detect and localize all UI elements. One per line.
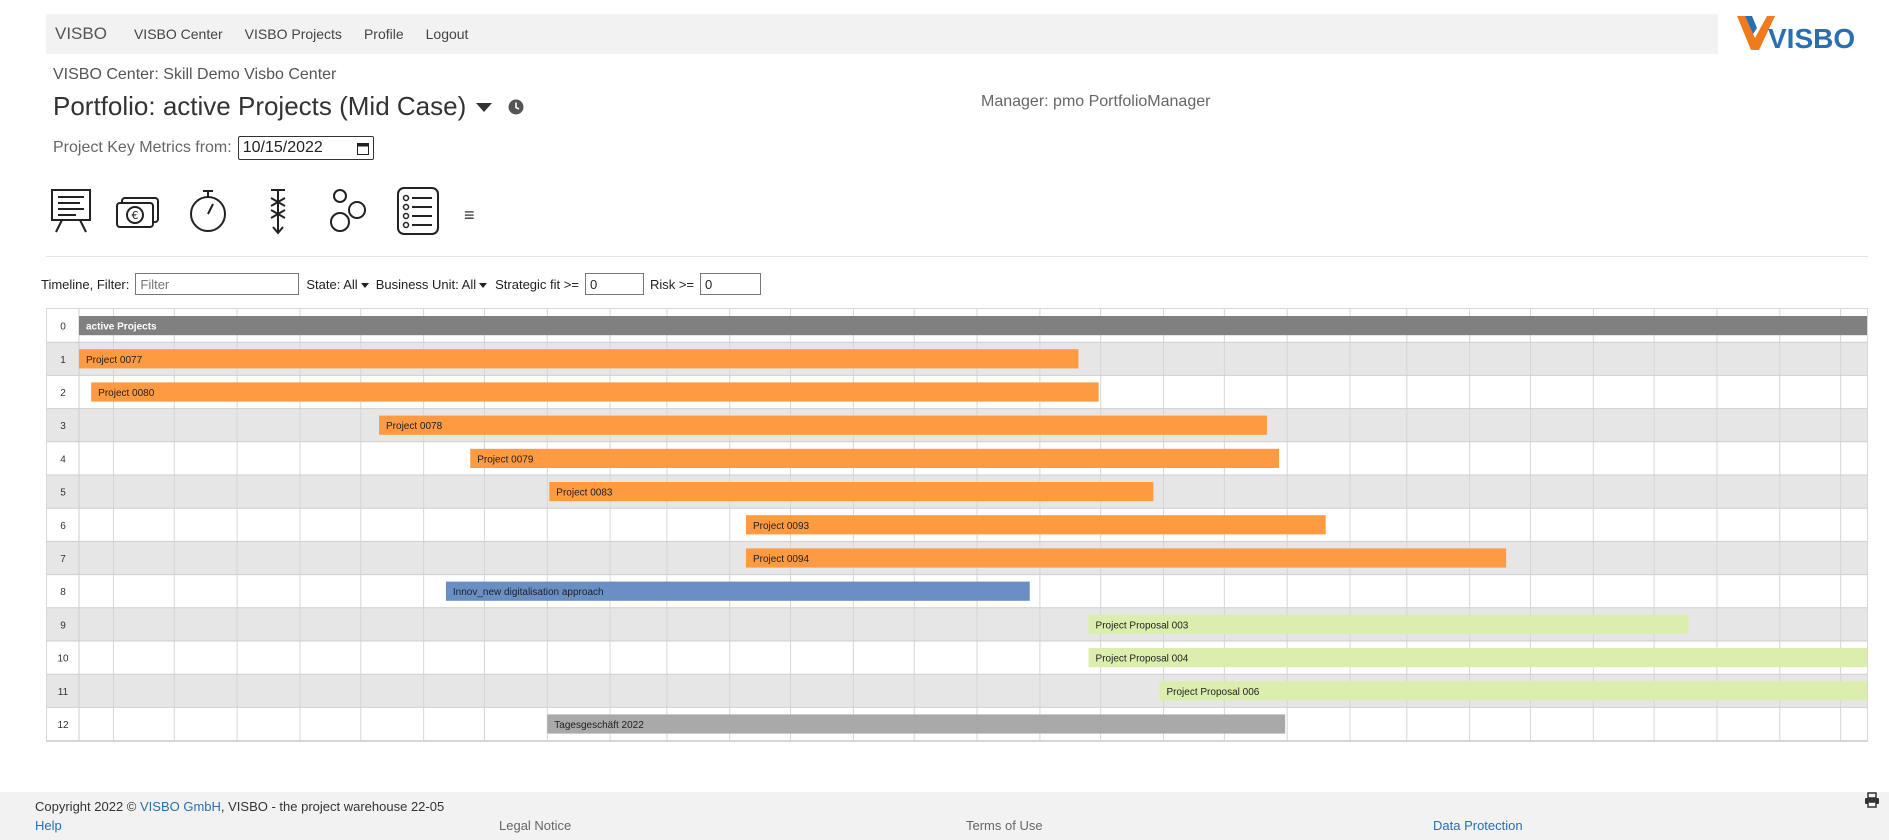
gantt-bar[interactable]	[745, 515, 1326, 535]
dependencies-icon[interactable]	[254, 186, 302, 236]
strategic-fit-label: Strategic fit >=	[495, 276, 579, 292]
business-unit-dropdown[interactable]: Business Unit: All	[375, 276, 488, 292]
row-index: 7	[60, 554, 66, 565]
gantt-bar-label: active Projects	[86, 322, 157, 333]
copyright-prefix: Copyright 2022 ©	[35, 799, 140, 814]
gantt-bar-label: Project 0078	[386, 421, 443, 432]
print-icon[interactable]	[1864, 792, 1880, 808]
gantt-bar[interactable]	[379, 415, 1267, 435]
row-index: 4	[60, 454, 66, 465]
center-breadcrumb: VISBO Center: Skill Demo Visbo Center	[53, 66, 337, 83]
row-index: 8	[60, 587, 66, 598]
row-index: 0	[60, 322, 66, 333]
gantt-bar[interactable]	[79, 349, 1079, 369]
section-divider	[46, 256, 1868, 257]
caret-down-icon	[360, 282, 369, 288]
data-protection-link[interactable]: Data Protection	[1433, 818, 1523, 833]
timeline-filter-label: Timeline, Filter:	[41, 276, 130, 292]
caret-down-icon	[479, 282, 488, 288]
gantt-bar-label: Project 0077	[86, 355, 143, 366]
terms-of-use-link[interactable]: Terms of Use	[966, 818, 1043, 833]
company-link[interactable]: VISBO GmbH	[139, 799, 221, 814]
row-index: 2	[60, 388, 66, 399]
risk-input[interactable]	[700, 273, 762, 295]
gantt-bar[interactable]	[745, 548, 1507, 568]
gantt-bar[interactable]	[1159, 681, 1868, 701]
page-title: Portfolio: active Projects (Mid Case)	[53, 91, 467, 121]
gantt-bar[interactable]	[79, 316, 1868, 336]
gantt-bar-label: Project 0094	[753, 554, 810, 565]
row-index: 3	[60, 421, 66, 432]
filter-input[interactable]	[135, 273, 300, 295]
more-menu-icon[interactable]: ≡	[464, 205, 475, 225]
row-index: 6	[60, 521, 66, 532]
portfolio-dropdown-caret-icon[interactable]	[476, 103, 493, 112]
gantt-bar[interactable]	[547, 714, 1286, 734]
bubbles-icon[interactable]	[324, 186, 372, 236]
timeline-chart: 0 active Projects 1 Project 0077 2 Project 00…	[46, 308, 1868, 742]
business-unit-label: Business Unit: All	[375, 276, 477, 292]
row-index: 5	[60, 488, 66, 499]
row-index: 1	[60, 355, 66, 366]
legal-notice-link[interactable]: Legal Notice	[499, 818, 572, 833]
gantt-bar-label: Project 0079	[477, 454, 534, 465]
gantt-bar-label: Project Proposal 004	[1096, 654, 1189, 665]
strategic-fit-input[interactable]	[584, 273, 644, 295]
nav-visbo-center[interactable]: VISBO Center	[133, 26, 223, 42]
row-index: 10	[57, 654, 69, 665]
presentation-icon[interactable]	[48, 186, 96, 236]
gantt-bar-label: Project 0093	[753, 521, 810, 532]
key-metrics-label: Project Key Metrics from:	[53, 139, 232, 156]
date-value: 10/15/2022	[242, 139, 323, 156]
logo-text: VISBO	[1768, 23, 1855, 54]
row-index: 12	[57, 720, 69, 731]
gantt-bar[interactable]	[445, 581, 1030, 601]
gantt-bar[interactable]	[1088, 614, 1689, 634]
gantt-bar-label: Project 0083	[556, 488, 613, 499]
gantt-bar-label: Project Proposal 006	[1166, 687, 1259, 698]
state-dropdown-label: State: All	[306, 276, 358, 292]
gantt-bar[interactable]	[470, 448, 1280, 468]
top-navbar: VISBO VISBO Center VISBO Projects Profil…	[46, 14, 1718, 54]
help-link[interactable]: Help	[35, 818, 62, 833]
svg-text:€: €	[132, 209, 139, 222]
gantt-bar-label: Innov_new digitalisation approach	[453, 587, 604, 598]
row-index: 11	[58, 687, 69, 698]
gantt-bar[interactable]	[1088, 648, 1868, 668]
money-euro-icon[interactable]: €	[114, 186, 162, 236]
nav-profile[interactable]: Profile	[363, 26, 404, 42]
copyright-suffix: , VISBO - the project warehouse 22-05	[220, 799, 445, 814]
stopwatch-icon[interactable]	[184, 186, 232, 236]
nav-logout[interactable]: Logout	[425, 26, 469, 42]
visbo-logo: VISBO	[1737, 16, 1855, 54]
list-icon[interactable]	[394, 186, 442, 236]
calendar-icon[interactable]	[356, 142, 369, 155]
gantt-bar-label: Project 0080	[98, 388, 155, 399]
navbar-brand[interactable]: VISBO	[55, 24, 107, 43]
nav-visbo-projects[interactable]: VISBO Projects	[244, 26, 342, 42]
gantt-bar[interactable]	[549, 482, 1154, 502]
gantt-bar[interactable]	[91, 382, 1099, 402]
copyright: Copyright 2022 © VISBO GmbH, VISBO - the…	[35, 799, 444, 814]
key-metrics-date-input[interactable]: 10/15/2022	[237, 136, 374, 160]
gantt-bar-label: Project Proposal 003	[1096, 620, 1189, 631]
history-clock-icon[interactable]	[508, 99, 524, 115]
gantt-bar-label: Tagesgeschäft 2022	[554, 720, 644, 731]
state-dropdown[interactable]: State: All	[306, 276, 369, 292]
row-index: 9	[60, 620, 66, 631]
manager-label: Manager: pmo PortfolioManager	[981, 93, 1211, 110]
gantt-svg: 0 active Projects 1 Project 0077 2 Project 00…	[47, 309, 1868, 741]
timeline-filter-row: Timeline, Filter: State: All Business Un…	[41, 273, 762, 295]
footer: Copyright 2022 © VISBO GmbH, VISBO - the…	[0, 792, 1889, 840]
risk-label: Risk >=	[649, 276, 695, 292]
